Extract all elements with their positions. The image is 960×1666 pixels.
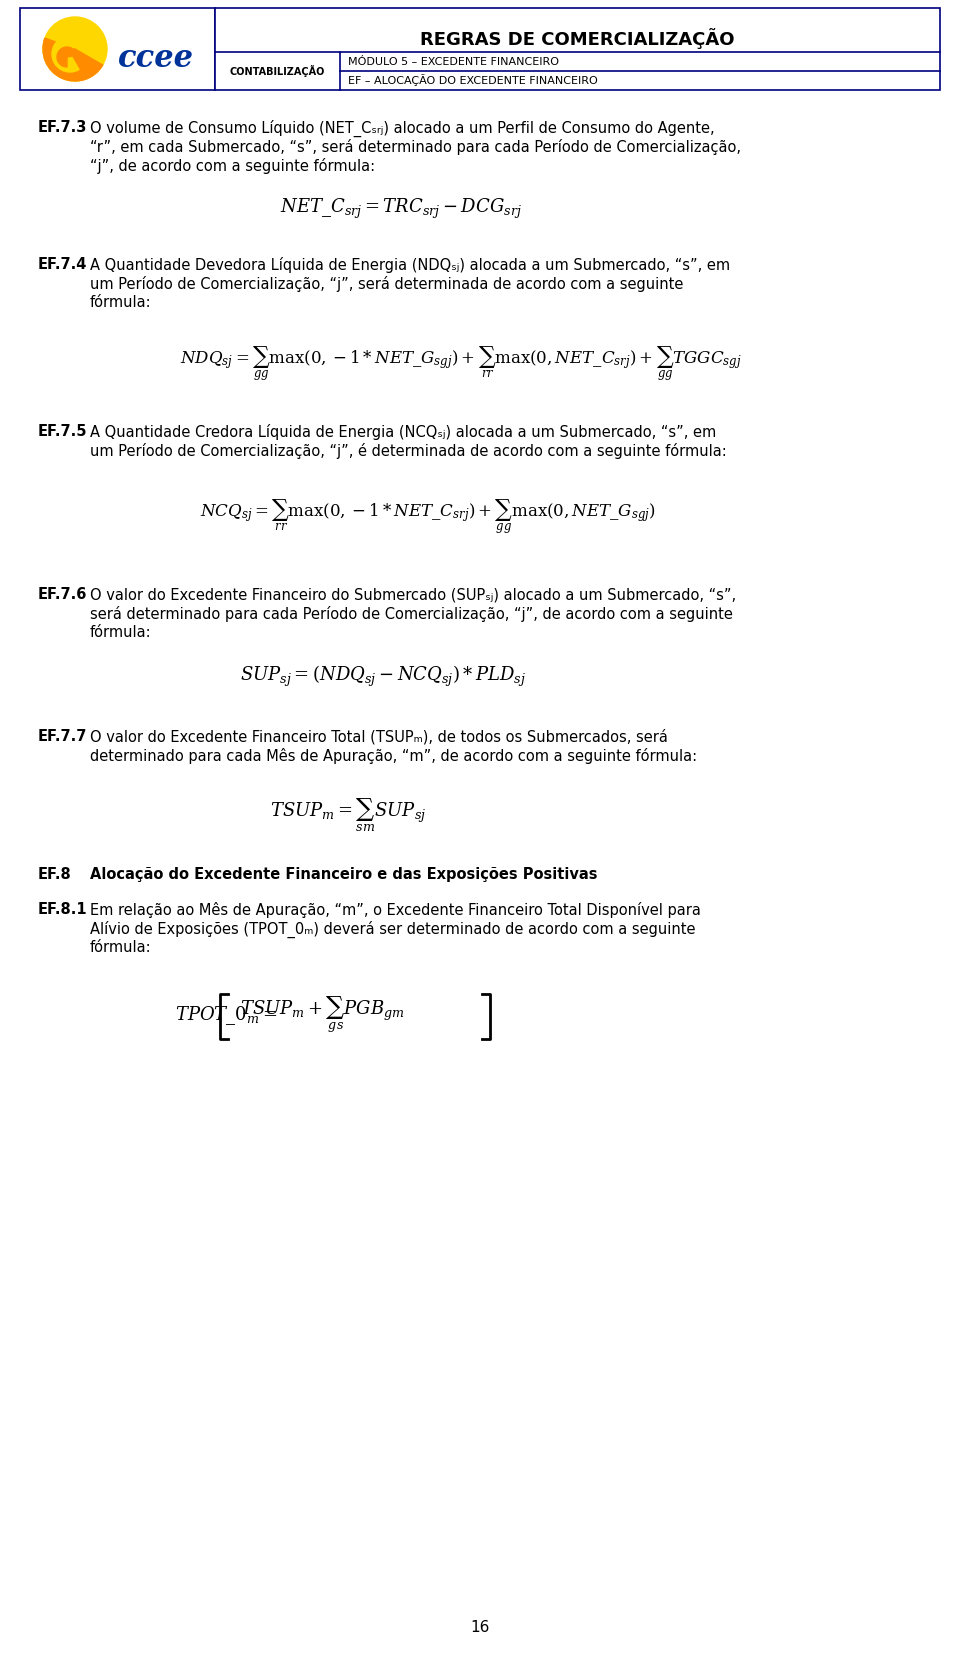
Text: EF.8.1: EF.8.1 (38, 901, 87, 916)
Wedge shape (57, 47, 77, 67)
Circle shape (43, 17, 107, 82)
Text: $SUP_{sj} = (NDQ_{sj} - NCQ_{sj}) * PLD_{sj}$: $SUP_{sj} = (NDQ_{sj} - NCQ_{sj}) * PLD_… (240, 665, 526, 690)
FancyBboxPatch shape (215, 8, 940, 90)
Text: “j”, de acordo com a seguinte fórmula:: “j”, de acordo com a seguinte fórmula: (90, 158, 375, 173)
Text: será determinado para cada Período de Comercialização, “j”, de acordo com a segu: será determinado para cada Período de Co… (90, 606, 732, 621)
Text: fórmula:: fórmula: (90, 295, 152, 310)
Text: O valor do Excedente Financeiro do Submercado (SUPₛⱼ) alocado a um Submercado, “: O valor do Excedente Financeiro do Subme… (90, 586, 736, 601)
Text: EF.7.3: EF.7.3 (38, 120, 87, 135)
Text: MÓDULO 5 – EXCEDENTE FINANCEIRO: MÓDULO 5 – EXCEDENTE FINANCEIRO (348, 57, 559, 67)
Text: EF.7.4: EF.7.4 (38, 257, 87, 272)
Text: $NDQ_{sj} = \sum_{gg} \max(0,-1*NET\_G_{sgj}) + \sum_{rr} \max(0,NET\_C_{srj}) +: $NDQ_{sj} = \sum_{gg} \max(0,-1*NET\_G_{… (180, 343, 742, 383)
Text: determinado para cada Mês de Apuração, “m”, de acordo com a seguinte fórmula:: determinado para cada Mês de Apuração, “… (90, 748, 697, 765)
Wedge shape (43, 38, 103, 82)
Text: EF – ALOCAÇÃO DO EXCEDENTE FINANCEIRO: EF – ALOCAÇÃO DO EXCEDENTE FINANCEIRO (348, 73, 598, 87)
Text: fórmula:: fórmula: (90, 625, 152, 640)
Text: REGRAS DE COMERCIALIZAÇÃO: REGRAS DE COMERCIALIZAÇÃO (420, 28, 734, 48)
Text: fórmula:: fórmula: (90, 940, 152, 955)
Text: um Período de Comercialização, “j”, será determinada de acordo com a seguinte: um Período de Comercialização, “j”, será… (90, 277, 684, 292)
Text: “r”, em cada Submercado, “s”, será determinado para cada Período de Comercializa: “r”, em cada Submercado, “s”, será deter… (90, 138, 741, 155)
Text: Alívio de Exposições (TPOT_0ₘ) deverá ser determinado de acordo com a seguinte: Alívio de Exposições (TPOT_0ₘ) deverá se… (90, 921, 695, 938)
Text: Em relação ao Mês de Apuração, “m”, o Excedente Financeiro Total Disponível para: Em relação ao Mês de Apuração, “m”, o Ex… (90, 901, 701, 918)
Text: $TSUP_{m} = \sum_{sm} SUP_{sj}$: $TSUP_{m} = \sum_{sm} SUP_{sj}$ (270, 796, 426, 835)
Text: $TSUP_{m} + \sum_{gs} PGB_{gm}$: $TSUP_{m} + \sum_{gs} PGB_{gm}$ (240, 995, 404, 1035)
Text: 16: 16 (470, 1619, 490, 1634)
Text: O volume de Consumo Líquido (NET_Cₛᵣⱼ) alocado a um Perfil de Consumo do Agente,: O volume de Consumo Líquido (NET_Cₛᵣⱼ) a… (90, 120, 714, 137)
Text: $NET\_C_{srj} = TRC_{srj} - DCG_{srj}$: $NET\_C_{srj} = TRC_{srj} - DCG_{srj}$ (280, 197, 522, 222)
Wedge shape (52, 37, 79, 72)
Text: O valor do Excedente Financeiro Total (TSUPₘ), de todos os Submercados, será: O valor do Excedente Financeiro Total (T… (90, 730, 668, 745)
Text: EF.7.5: EF.7.5 (38, 425, 87, 440)
Text: EF.7.6: EF.7.6 (38, 586, 87, 601)
Text: $TPOT\_0_{m} = $: $TPOT\_0_{m} = $ (175, 1005, 277, 1026)
Text: EF.8: EF.8 (38, 866, 72, 881)
Text: EF.7.7: EF.7.7 (38, 730, 87, 745)
Text: ccee: ccee (118, 43, 194, 73)
Text: Alocação do Excedente Financeiro e das Exposições Positivas: Alocação do Excedente Financeiro e das E… (90, 866, 597, 881)
Text: um Período de Comercialização, “j”, é determinada de acordo com a seguinte fórmu: um Período de Comercialização, “j”, é de… (90, 443, 727, 460)
Text: A Quantidade Devedora Líquida de Energia (NDQₛⱼ) alocada a um Submercado, “s”, e: A Quantidade Devedora Líquida de Energia… (90, 257, 731, 273)
Text: $NCQ_{sj} = \sum_{rr} \max(0,-1*NET\_C_{srj}) + \sum_{gg} \max(0,NET\_G_{sgj})$: $NCQ_{sj} = \sum_{rr} \max(0,-1*NET\_C_{… (200, 496, 656, 536)
Text: CONTABILIZAÇÃO: CONTABILIZAÇÃO (229, 65, 324, 77)
FancyBboxPatch shape (20, 8, 215, 90)
Text: A Quantidade Credora Líquida de Energia (NCQₛⱼ) alocada a um Submercado, “s”, em: A Quantidade Credora Líquida de Energia … (90, 425, 716, 440)
